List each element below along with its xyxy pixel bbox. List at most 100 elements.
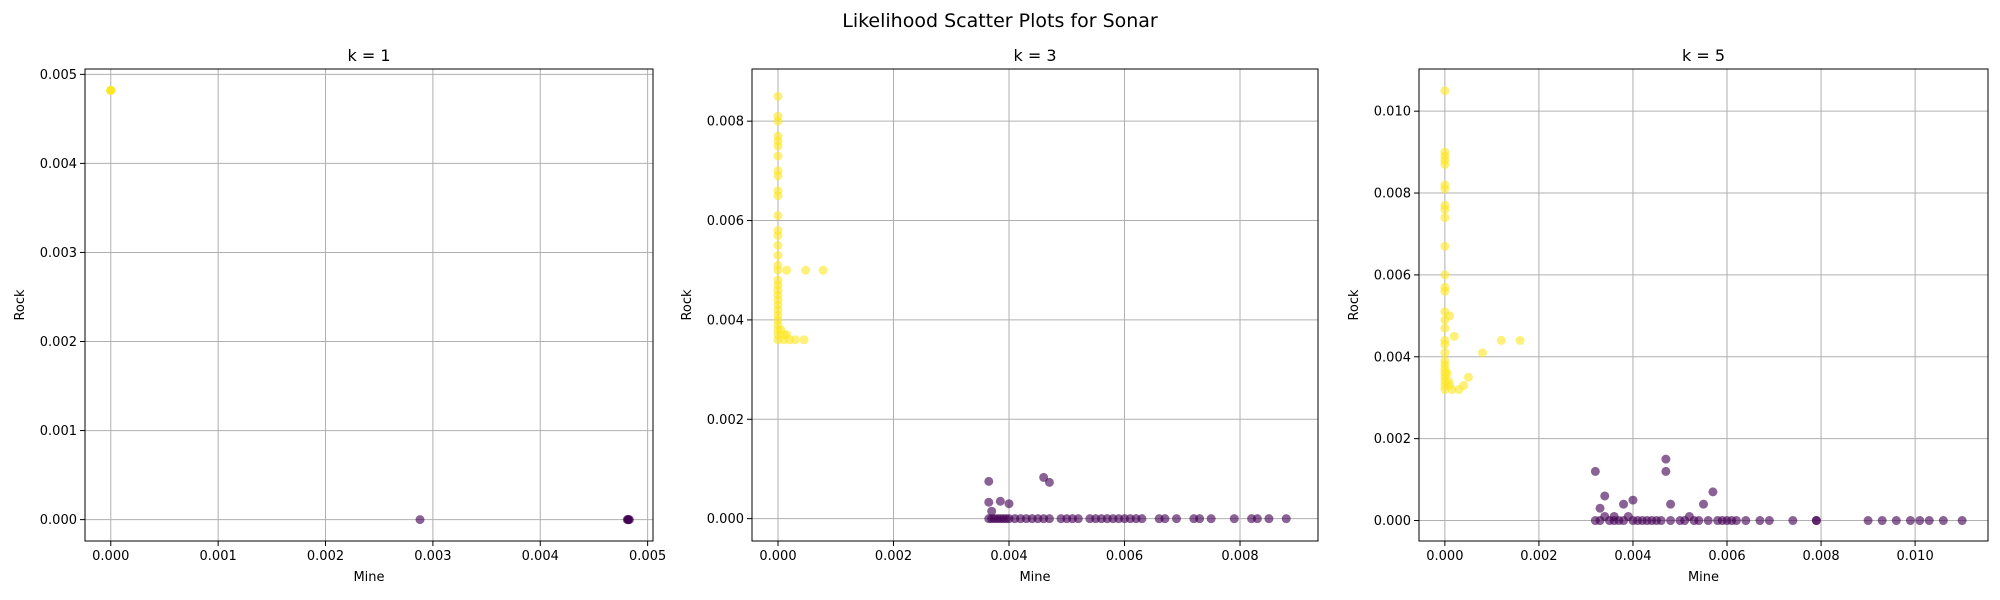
mine-point	[1264, 514, 1274, 524]
rock-point	[799, 335, 809, 345]
y-tick-label: 0.010	[1374, 105, 1411, 120]
mine-point	[1924, 516, 1934, 526]
subplot-title: k = 3	[1013, 46, 1056, 65]
rock-point	[773, 116, 783, 126]
mine-point	[1044, 477, 1054, 487]
y-tick-label: 0.005	[40, 68, 77, 83]
mine-point	[1741, 516, 1751, 526]
x-tick-label: 0.002	[875, 549, 912, 564]
x-tick-label: 0.008	[1802, 549, 1839, 564]
rock-point	[1445, 311, 1455, 321]
y-tick-label: 0.000	[707, 512, 744, 527]
scatter-points	[773, 91, 1291, 524]
rock-point	[106, 85, 116, 95]
y-axis-label: Rock	[13, 289, 28, 321]
mine-point	[1628, 495, 1638, 505]
rock-point	[1463, 372, 1473, 382]
mine-point	[1699, 499, 1708, 509]
rock-point	[773, 240, 783, 250]
rock-point	[773, 91, 783, 101]
subplot-2: 0.000 0.002 0.004 0.006 0.008 0.000 0.002 0.004…	[680, 46, 1319, 585]
mine-point	[415, 515, 425, 525]
x-tick-label: 0.002	[307, 549, 344, 564]
mine-point	[1957, 516, 1967, 526]
y-tick-label: 0.000	[1374, 514, 1411, 529]
x-axis-label: Mine	[1688, 570, 1719, 585]
rock-point	[1440, 159, 1450, 169]
mine-point	[1229, 514, 1239, 524]
mine-point	[1600, 491, 1610, 501]
rock-point	[773, 191, 783, 201]
y-tick-label: 0.000	[40, 513, 77, 528]
mine-point	[1252, 514, 1262, 524]
subplot-1: 0.000 0.001 0.002 0.003 0.004 0.005 0.000 0.001…	[13, 46, 666, 585]
mine-point	[995, 496, 1005, 506]
rock-point	[773, 171, 783, 181]
y-axis-label: Rock	[1347, 289, 1362, 321]
subplot-3: 0.000 0.002 0.004 0.006 0.008 0.010 0.000 0.002…	[1347, 46, 1989, 585]
mine-point	[984, 497, 994, 507]
rock-point	[1515, 335, 1525, 345]
x-axis-label: Mine	[353, 570, 384, 585]
x-tick-label: 0.000	[92, 549, 129, 564]
rock-point	[773, 250, 783, 260]
y-axis-label: Rock	[680, 289, 695, 321]
y-tick-label: 0.008	[707, 115, 744, 130]
mine-point	[1905, 516, 1915, 526]
mine-point	[1666, 499, 1676, 509]
rock-point	[1440, 340, 1450, 350]
mine-point	[1044, 514, 1054, 524]
subplot-title: k = 1	[347, 46, 390, 65]
rock-point	[782, 265, 792, 275]
y-tick-label: 0.008	[1374, 187, 1411, 202]
mine-point	[1206, 514, 1216, 524]
figure-title: Likelihood Scatter Plots for Sonar	[842, 10, 1158, 32]
y-tick-label: 0.004	[1374, 350, 1411, 365]
mine-point	[1811, 516, 1821, 526]
mine-point	[1891, 516, 1901, 526]
mine-point	[1694, 516, 1704, 526]
mine-point	[1195, 514, 1205, 524]
y-tick-label: 0.002	[1374, 432, 1411, 447]
mine-point	[1915, 516, 1925, 526]
rock-point	[1440, 270, 1450, 280]
rock-point	[1440, 323, 1450, 333]
rock-point	[1440, 286, 1450, 296]
rock-point	[1440, 86, 1450, 96]
y-tick-label: 0.006	[1374, 268, 1411, 283]
rock-point	[773, 141, 783, 151]
mine-point	[1877, 516, 1887, 526]
x-tick-label: 0.003	[414, 549, 451, 564]
mine-point	[1708, 487, 1718, 497]
scatter-points	[106, 85, 634, 525]
mine-point	[1595, 503, 1605, 513]
y-tick-label: 0.004	[707, 313, 744, 328]
mine-point	[1656, 516, 1666, 526]
axes-frame	[1418, 68, 1989, 542]
mine-point	[1938, 516, 1948, 526]
x-tick-label: 0.004	[522, 549, 559, 564]
mine-point	[1703, 516, 1713, 526]
rock-point	[1442, 368, 1452, 378]
mine-point	[987, 506, 997, 516]
x-tick-label: 0.004	[990, 549, 1027, 564]
rock-point	[818, 265, 828, 275]
mine-point	[1788, 516, 1798, 526]
mine-point	[1073, 514, 1083, 524]
mine-point	[1281, 514, 1291, 524]
rock-point	[773, 211, 783, 221]
mine-point	[1590, 466, 1600, 476]
rock-point	[1440, 184, 1450, 194]
rock-point	[1459, 380, 1469, 390]
mine-point	[1863, 516, 1873, 526]
mine-point	[984, 476, 994, 486]
x-tick-label: 0.010	[1897, 549, 1934, 564]
x-tick-label: 0.000	[759, 549, 796, 564]
x-axis-label: Mine	[1019, 570, 1050, 585]
rock-point	[773, 265, 783, 275]
y-tick-label: 0.003	[40, 246, 77, 261]
y-tick-label: 0.004	[40, 157, 77, 172]
rock-point	[773, 230, 783, 240]
x-tick-label: 0.004	[1614, 549, 1651, 564]
